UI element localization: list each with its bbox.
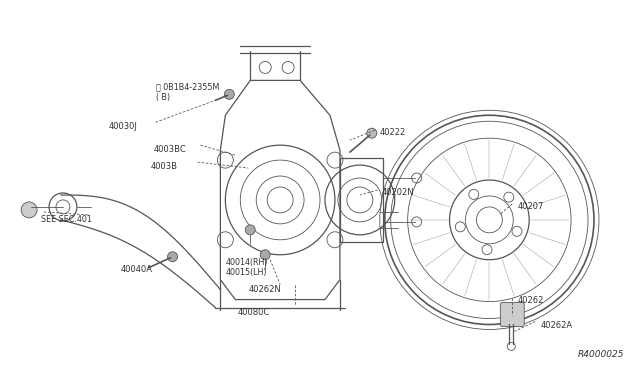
Text: 4003B: 4003B	[150, 162, 178, 171]
Text: 40222: 40222	[380, 128, 406, 137]
Text: 40262: 40262	[517, 296, 543, 305]
Text: 4003BC: 4003BC	[154, 145, 186, 154]
Circle shape	[21, 202, 37, 218]
Circle shape	[260, 250, 270, 260]
Text: 40014(RH)
40015(LH): 40014(RH) 40015(LH)	[225, 258, 268, 277]
Text: R4000025: R4000025	[577, 350, 624, 359]
Circle shape	[245, 225, 255, 235]
FancyBboxPatch shape	[500, 302, 524, 327]
Text: 40207: 40207	[517, 202, 543, 211]
Circle shape	[367, 128, 377, 138]
Text: 40262N: 40262N	[248, 285, 281, 294]
Text: 40262A: 40262A	[540, 321, 572, 330]
Text: 40080C: 40080C	[237, 308, 269, 317]
Text: Ⓑ 0B1B4-2355M
( B): Ⓑ 0B1B4-2355M ( B)	[156, 82, 219, 102]
Circle shape	[168, 252, 177, 262]
Text: 40030J: 40030J	[109, 122, 138, 131]
Circle shape	[225, 89, 234, 99]
Text: 40202N: 40202N	[382, 188, 414, 197]
Text: SEE SEC.401: SEE SEC.401	[41, 215, 92, 224]
Text: 40040A: 40040A	[121, 265, 153, 274]
